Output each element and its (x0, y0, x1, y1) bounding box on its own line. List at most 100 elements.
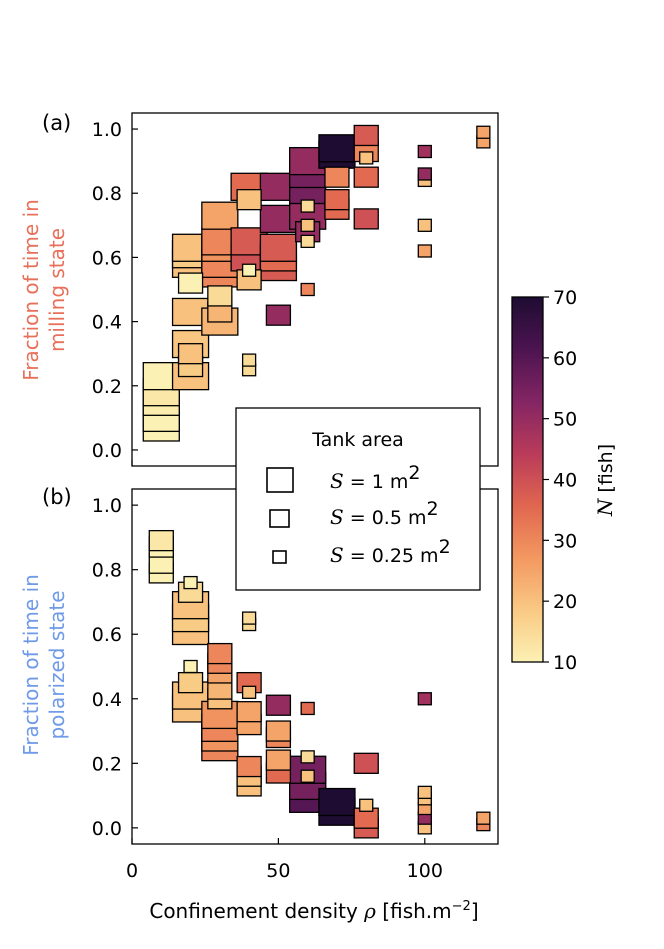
y-tick-label: 1.0 (92, 119, 122, 141)
data-point-marker (177, 343, 204, 365)
data-point-marker (207, 642, 233, 665)
panel-a-y-axis-label-line1: Fraction of time in (19, 199, 43, 381)
x-tick-label: 0 (126, 860, 138, 882)
data-point-marker (177, 272, 204, 294)
data-point-marker (300, 282, 315, 297)
y-tick-label: 0.6 (92, 247, 122, 269)
legend-label-025m2: S = 0.25 m2 (330, 536, 451, 567)
colorbar-label: N [fish] (593, 444, 617, 517)
panel-a-markers (142, 124, 491, 442)
data-point-marker (300, 750, 315, 764)
colorbar-tick-label: 10 (553, 652, 577, 674)
y-tick-label: 0.2 (92, 376, 122, 398)
data-point-marker (148, 529, 174, 552)
legend-entry-025m2: S = 0.25 m2 (272, 536, 451, 567)
data-point-marker (417, 218, 432, 232)
panel-a: (a) Fraction of time in milling state 0.… (19, 111, 499, 467)
data-point-marker (236, 701, 262, 723)
data-point-marker (353, 166, 379, 188)
data-point-marker (265, 720, 292, 742)
panel-a-y-axis-label-line2: milling state (45, 228, 69, 352)
colorbar-tick-label: 70 (553, 287, 577, 309)
data-point-marker (476, 125, 491, 139)
colorbar-gradient (511, 296, 544, 663)
y-tick-label: 1.0 (92, 495, 122, 517)
legend-entry-1m2: S = 1 m2 (266, 462, 420, 493)
legend-box (235, 407, 481, 591)
data-point-marker (201, 201, 239, 230)
data-point-marker (417, 785, 432, 800)
legend-entry-05m2: S = 0.5 m2 (269, 498, 439, 529)
colorbar-tick-label: 50 (553, 409, 577, 431)
x-axis-label: Confinement density ρ [fish.m−2] (149, 899, 478, 923)
panel-a-label: (a) (42, 111, 71, 135)
data-point-marker (241, 685, 257, 699)
legend-marker-small (272, 550, 287, 564)
data-point-marker (359, 798, 374, 812)
panel-a-y-axis-label: Fraction of time in milling state (19, 199, 69, 381)
legend-title: Tank area (311, 429, 404, 451)
colorbar-tick-label: 60 (553, 348, 577, 370)
panel-a-ticks: 0.0 0.2 0.4 0.6 0.8 1.0 (92, 119, 426, 466)
data-point-marker (417, 144, 432, 159)
data-point-marker (265, 694, 292, 716)
data-point-marker (259, 233, 298, 262)
panel-b-y-axis-label-line2: polarized state (45, 590, 69, 739)
data-point-marker (236, 188, 262, 211)
data-point-marker (236, 755, 262, 778)
data-point-marker (353, 124, 379, 147)
y-tick-label: 0.4 (92, 689, 122, 711)
panel-b-markers (148, 529, 491, 839)
data-point-marker (324, 188, 350, 211)
data-point-marker (265, 749, 292, 771)
data-point-marker (241, 263, 257, 277)
data-point-marker (318, 134, 356, 163)
colorbar: 10 20 30 40 50 60 70 N [fish] (511, 287, 617, 674)
y-tick-label: 0.8 (92, 183, 122, 205)
y-tick-label: 0.0 (92, 440, 122, 462)
data-point-marker (300, 769, 315, 783)
legend: Tank area S = 1 m2 S = 0.5 m2 S = 0.25 m… (235, 407, 481, 591)
y-tick-label: 0.2 (92, 753, 122, 775)
colorbar-ticks: 10 20 30 40 50 60 70 (543, 287, 577, 674)
legend-marker-large (266, 467, 294, 493)
data-point-marker (318, 787, 356, 817)
data-point-marker (300, 199, 315, 213)
y-tick-label: 0.4 (92, 312, 122, 334)
data-point-marker (476, 811, 491, 825)
x-tick-label: 50 (266, 860, 290, 882)
y-tick-label: 0.8 (92, 560, 122, 582)
data-point-marker (207, 285, 233, 307)
data-point-marker (300, 701, 315, 716)
x-tick-label: 100 (407, 860, 443, 882)
colorbar-tick-label: 40 (553, 470, 577, 492)
data-point-marker (324, 166, 350, 188)
legend-label-1m2: S = 1 m2 (330, 462, 420, 493)
panel-b-label: (b) (42, 485, 72, 509)
legend-marker-medium (269, 509, 290, 528)
data-point-marker (265, 304, 292, 326)
panel-b-y-axis-label: Fraction of time in polarized state (19, 574, 69, 756)
panel-b-ticks: 0.0 0.2 0.4 0.6 0.8 1.0 0 50 100 (92, 495, 443, 882)
data-point-marker (359, 151, 374, 165)
data-point-marker (183, 575, 198, 590)
data-point-marker (183, 659, 198, 674)
data-point-marker (177, 671, 204, 694)
data-point-marker (300, 218, 315, 232)
legend-label-05m2: S = 0.5 m2 (330, 498, 439, 529)
data-point-marker (241, 611, 257, 625)
panel-b: (b) Fraction of time in polarized state … (19, 485, 499, 923)
data-point-marker (417, 692, 432, 706)
data-point-marker (417, 244, 432, 258)
colorbar-tick-label: 20 (553, 591, 577, 613)
panel-b-y-axis-label-line1: Fraction of time in (19, 574, 43, 756)
data-point-marker (241, 353, 257, 367)
data-point-marker (353, 208, 379, 230)
data-point-marker (417, 167, 432, 181)
colorbar-tick-label: 30 (553, 530, 577, 552)
data-point-marker (353, 752, 379, 774)
data-point-marker (300, 234, 315, 249)
y-tick-label: 0.0 (92, 818, 122, 840)
y-tick-label: 0.6 (92, 624, 122, 646)
